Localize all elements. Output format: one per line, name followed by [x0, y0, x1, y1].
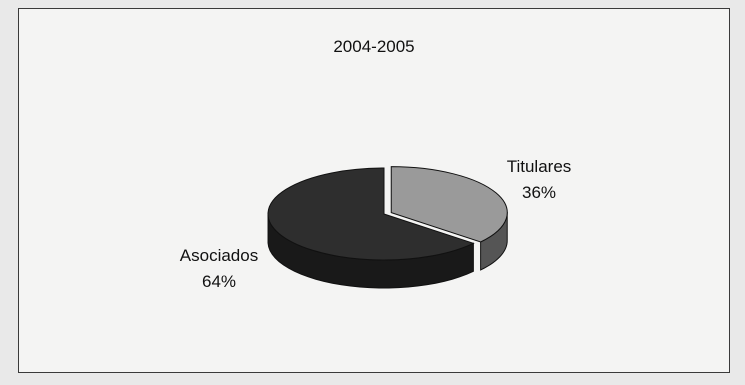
pie-slice-asociados: [267, 167, 475, 261]
slice-label-titulares: Titulares 36%: [479, 154, 599, 206]
slice-name-titulares: Titulares: [506, 157, 572, 176]
slice-percent-titulares: 36%: [521, 183, 557, 202]
slice-name-asociados: Asociados: [179, 246, 259, 265]
slice-label-asociados: Asociados 64%: [159, 243, 279, 295]
pie-chart: [267, 166, 508, 289]
slice-percent-asociados: 64%: [201, 272, 237, 291]
chart-title: 2004-2005: [333, 37, 415, 56]
chart-frame: 2004-2005 Titulares 36% Asociados 64%: [18, 8, 730, 373]
pie-layer: [267, 166, 508, 289]
pie-slice-titulares: [390, 166, 508, 243]
